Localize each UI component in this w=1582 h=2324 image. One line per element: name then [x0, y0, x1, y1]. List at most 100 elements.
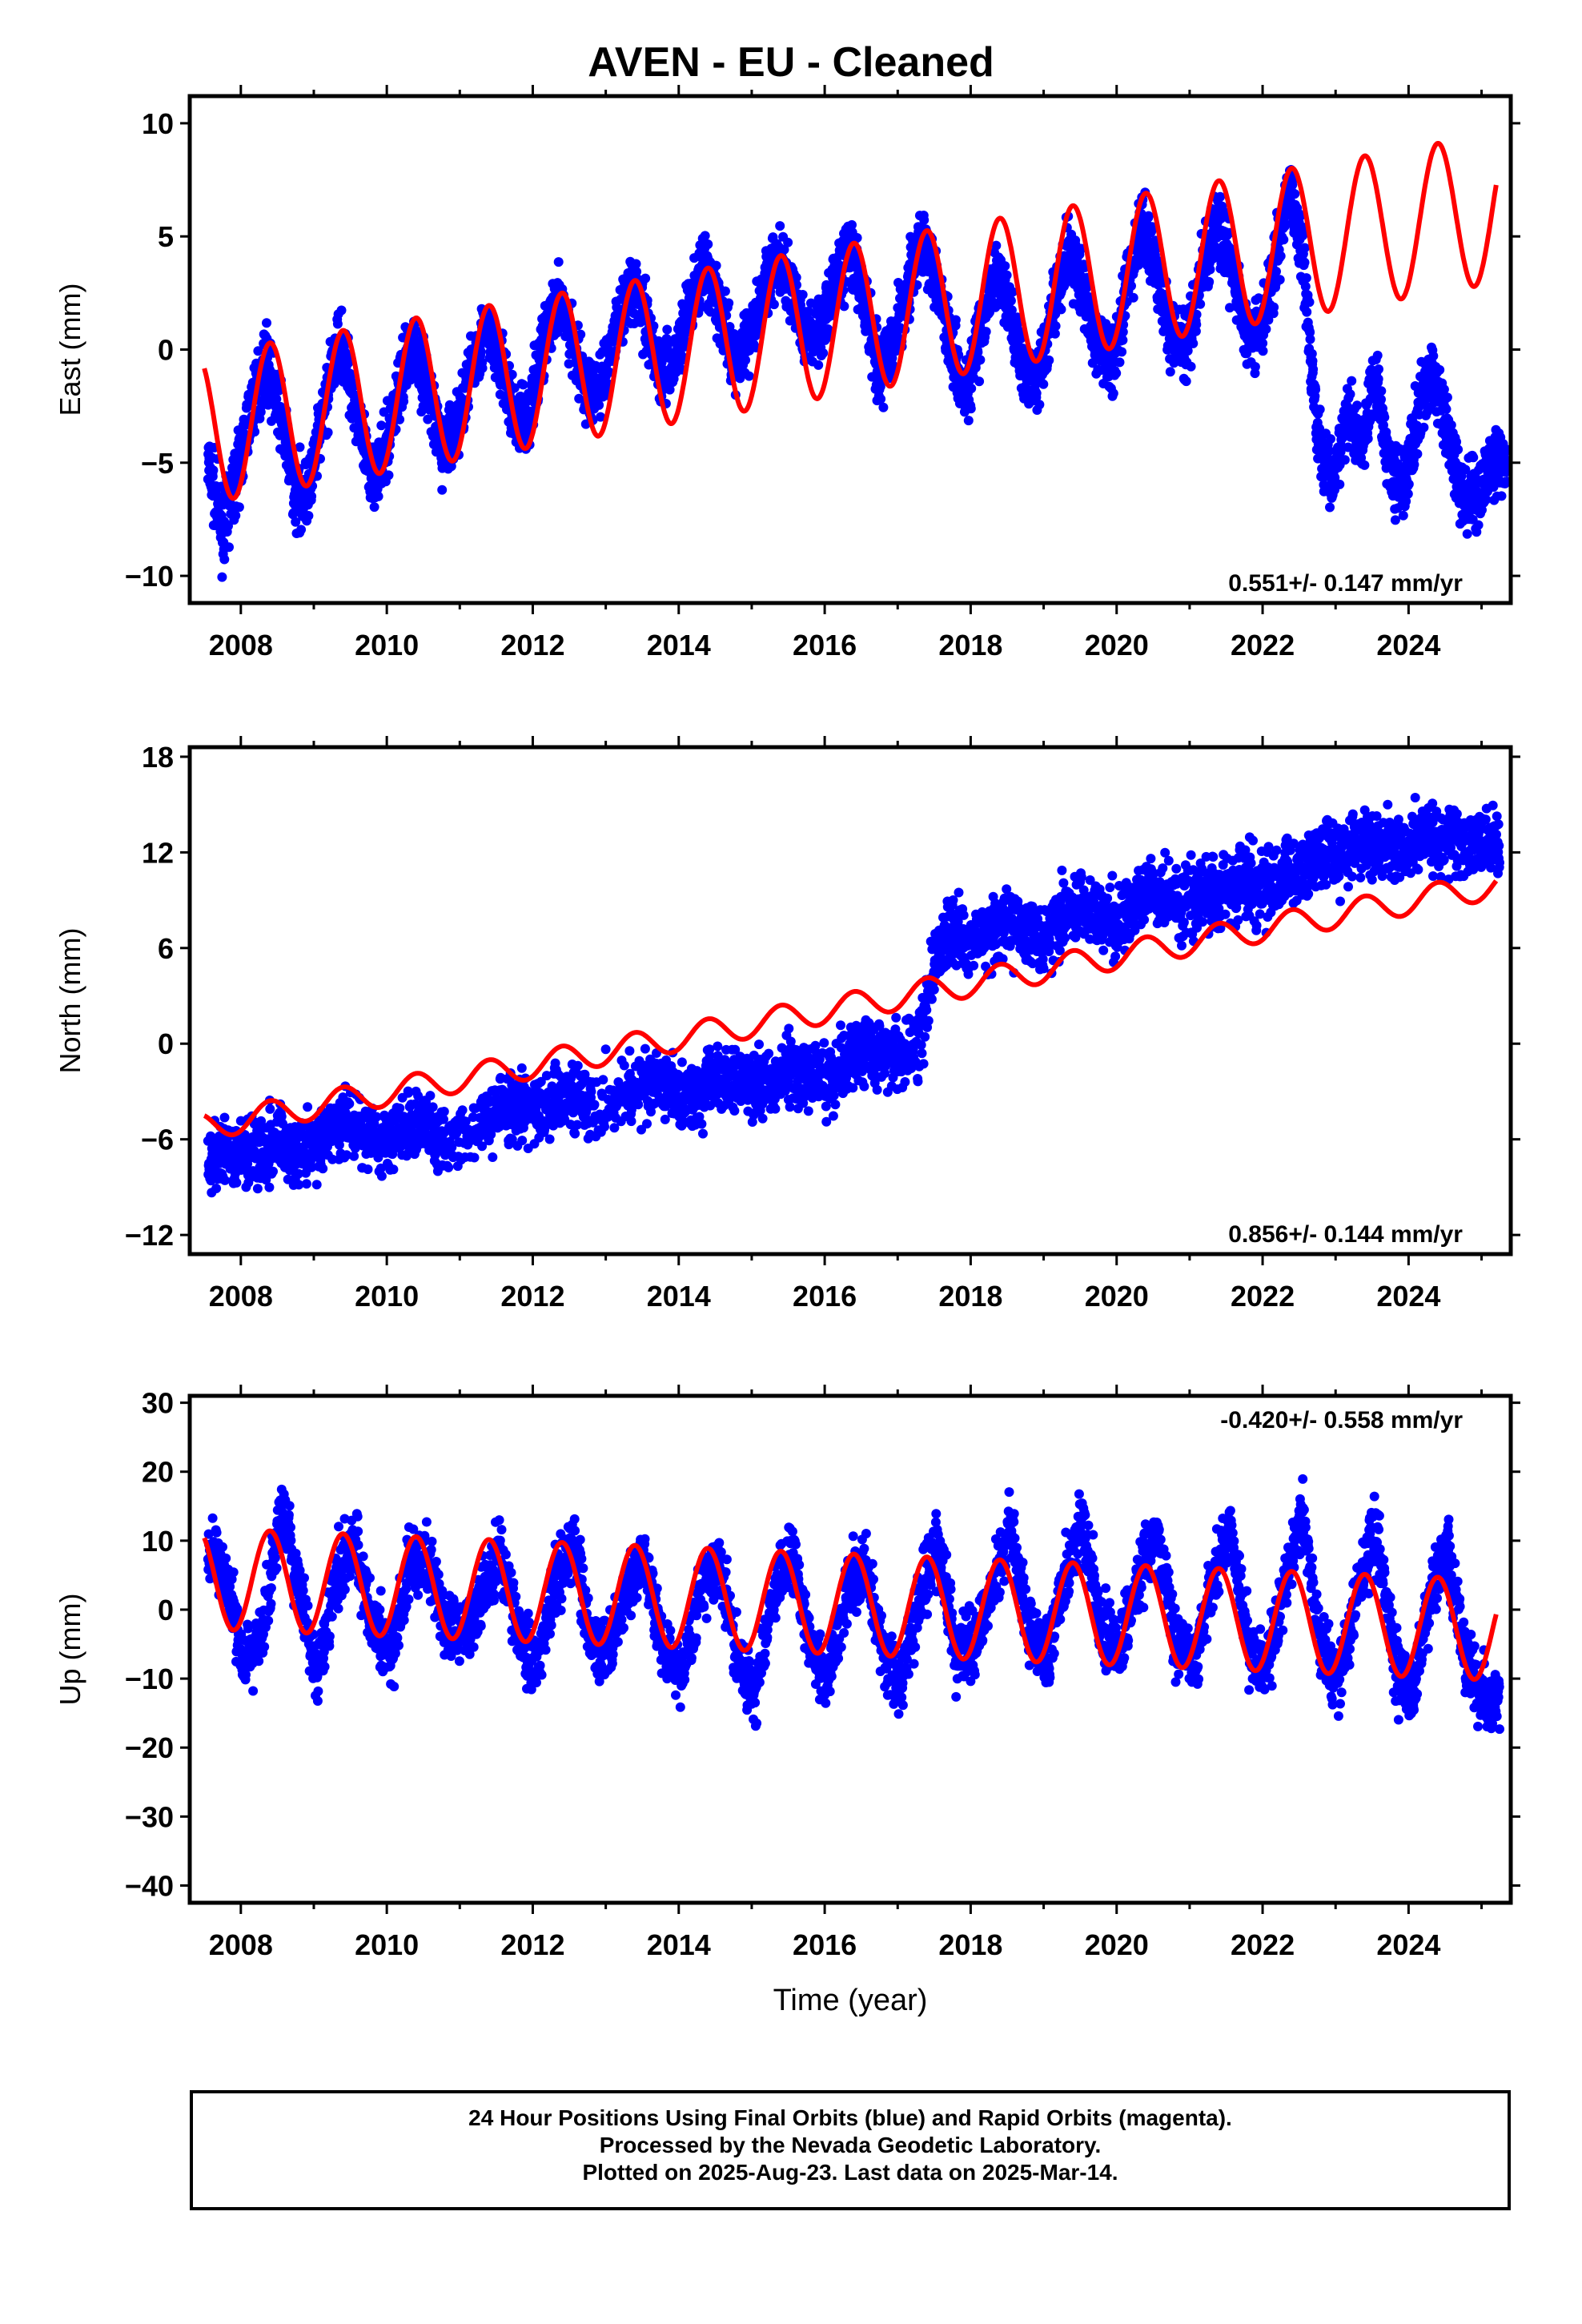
data-point — [1056, 304, 1066, 315]
x-tick-label: 2014 — [647, 629, 711, 661]
data-point — [1315, 404, 1325, 415]
data-point — [211, 1184, 222, 1193]
data-point — [253, 346, 263, 356]
data-point — [1000, 261, 1010, 271]
x-tick-label: 2020 — [1085, 629, 1149, 661]
data-point — [507, 369, 517, 380]
data-point — [1181, 376, 1191, 387]
data-point — [963, 416, 974, 426]
data-point — [966, 384, 977, 394]
data-point — [323, 428, 333, 437]
data-point — [1299, 243, 1310, 253]
data-point — [981, 327, 991, 337]
x-tick-label: 2018 — [938, 629, 1002, 661]
data-point — [1111, 368, 1122, 378]
data-point — [1412, 448, 1423, 459]
data-point — [1347, 376, 1357, 386]
data-point — [1118, 335, 1128, 345]
data-point — [1441, 404, 1452, 414]
data-point — [631, 259, 641, 269]
data-point — [1305, 334, 1315, 344]
data-point — [818, 348, 829, 358]
data-point — [576, 329, 586, 340]
data-point — [1301, 273, 1311, 283]
data-point — [336, 305, 347, 316]
data-point — [1298, 231, 1308, 241]
data-point — [274, 385, 284, 396]
x-tick-label: 2008 — [209, 629, 273, 661]
data-point — [346, 370, 356, 380]
data-point — [1435, 364, 1445, 375]
data-point — [383, 470, 394, 480]
data-point — [791, 272, 801, 283]
data-point — [1002, 270, 1012, 280]
data-point — [307, 491, 317, 501]
data-point — [744, 371, 754, 381]
data-point — [437, 485, 448, 495]
data-point — [1345, 389, 1355, 400]
data-point — [1496, 491, 1507, 501]
data-point — [553, 257, 564, 267]
data-point — [1363, 433, 1373, 444]
data-point — [724, 298, 734, 308]
data-point — [1359, 460, 1370, 470]
data-point — [1442, 392, 1452, 403]
data-point — [1325, 502, 1335, 513]
data-point — [477, 363, 488, 373]
data-point — [1403, 489, 1413, 499]
x-tick-label: 2016 — [793, 629, 857, 661]
data-point — [975, 355, 986, 365]
data-point — [1269, 302, 1279, 312]
data-point — [1374, 364, 1383, 374]
data-point — [219, 554, 230, 565]
data-point — [1114, 357, 1125, 368]
data-point — [223, 521, 233, 531]
data-point — [224, 542, 234, 553]
data-point — [1409, 460, 1419, 470]
data-point — [876, 394, 886, 404]
data-point — [1290, 189, 1300, 199]
data-point — [720, 286, 730, 296]
y-tick-label: 0 — [158, 334, 174, 367]
data-point — [1031, 388, 1042, 398]
data-point — [271, 394, 282, 404]
data-point — [711, 260, 721, 271]
data-point — [1108, 388, 1118, 399]
data-point — [1299, 257, 1310, 267]
data-point — [1304, 297, 1315, 308]
data-point — [813, 360, 824, 370]
data-point — [234, 502, 244, 513]
data-point — [700, 231, 710, 241]
rate-label-east: 0.551+/- 0.147 mm/yr — [1228, 570, 1463, 597]
scatter-points-north — [203, 793, 1504, 1198]
data-point — [779, 244, 789, 255]
data-point — [1191, 320, 1202, 330]
x-tick-label: 2010 — [355, 629, 419, 661]
data-point — [1258, 346, 1268, 356]
data-point — [1128, 292, 1138, 303]
data-point — [395, 414, 405, 424]
data-point — [1279, 235, 1289, 245]
data-point — [423, 414, 433, 424]
data-point — [1188, 338, 1199, 348]
data-point — [518, 380, 528, 390]
data-point — [303, 511, 314, 521]
data-point — [1302, 307, 1312, 317]
data-point — [1473, 520, 1484, 530]
data-point — [804, 306, 813, 316]
data-point — [665, 384, 675, 395]
data-point — [1261, 324, 1271, 334]
y-tick-label: −10 — [125, 560, 174, 593]
data-point — [1428, 351, 1439, 361]
data-point — [662, 324, 673, 335]
data-point — [1468, 452, 1479, 463]
data-point — [1186, 361, 1196, 372]
data-point — [950, 315, 961, 325]
data-point — [1271, 267, 1281, 276]
data-point — [775, 221, 785, 231]
data-point — [509, 383, 520, 393]
data-point — [878, 402, 889, 412]
data-point — [1352, 400, 1363, 411]
